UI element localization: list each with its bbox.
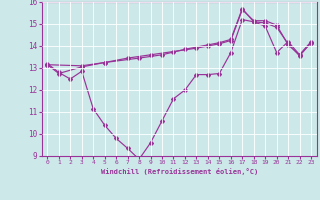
X-axis label: Windchill (Refroidissement éolien,°C): Windchill (Refroidissement éolien,°C) [100,168,258,175]
